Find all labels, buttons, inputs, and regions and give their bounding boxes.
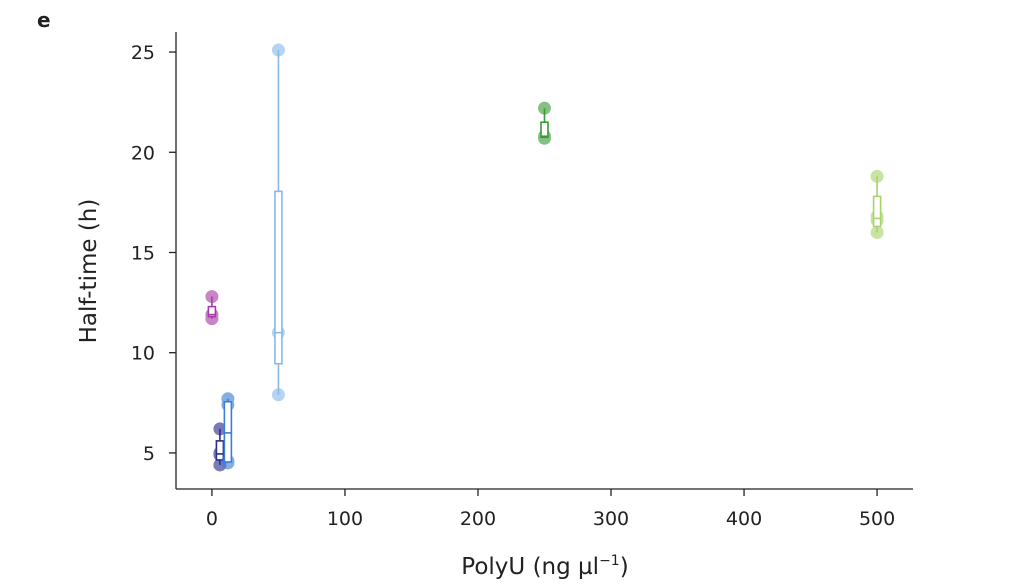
box — [872, 195, 882, 228]
x-tick-label: 500 — [859, 508, 895, 530]
panel-label: e — [37, 8, 51, 32]
x-axis-title-base: PolyU (ng µl — [461, 554, 599, 580]
x-tick-label: 300 — [593, 508, 629, 530]
data-group — [870, 169, 884, 239]
y-tick-label: 25 — [131, 42, 155, 64]
y-tick-label: 20 — [131, 142, 155, 164]
x-axis-title-end: ) — [620, 554, 629, 580]
x-axis-title-sup: −1 — [599, 553, 620, 569]
box — [274, 190, 283, 365]
box — [540, 121, 549, 139]
box — [207, 305, 217, 318]
x-tick-label: 0 — [206, 508, 218, 530]
data-group — [213, 422, 227, 472]
data-group — [221, 392, 235, 470]
y-axis-title: Half-time (h) — [76, 199, 102, 344]
y-tick-label: 10 — [131, 343, 155, 365]
data-groups — [205, 43, 884, 472]
data-group — [271, 43, 285, 402]
axes: 5 10 15 20 25 0 100 200 300 400 500 — [131, 32, 913, 530]
box — [215, 440, 225, 461]
x-tick-label: 100 — [327, 508, 363, 530]
data-group — [538, 101, 551, 145]
box — [223, 401, 233, 463]
x-tick-label: 400 — [726, 508, 762, 530]
x-tick-label: 200 — [460, 508, 496, 530]
x-axis-title: PolyU (ng µl−1) — [461, 553, 628, 580]
y-tick-label: 5 — [143, 443, 155, 465]
data-group — [205, 290, 219, 326]
y-tick-label: 15 — [131, 242, 155, 264]
